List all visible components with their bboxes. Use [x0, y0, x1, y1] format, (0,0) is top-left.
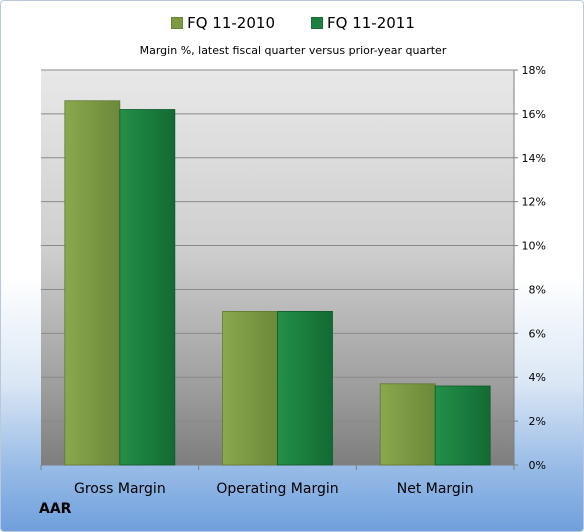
- y-tick-label-8: 8%: [529, 283, 546, 296]
- y-tick-label-0: 0%: [529, 459, 546, 472]
- y-tick-label-10: 10%: [522, 240, 546, 253]
- legend-item-2010: FQ 11-2010: [171, 14, 275, 32]
- bar-2-fq-11-2011: [434, 385, 491, 466]
- bar-0-fq-11-2010: [64, 100, 121, 466]
- y-tick-label-12: 12%: [522, 196, 546, 209]
- y-tick-label-14: 14%: [522, 152, 546, 165]
- chart-subtitle: Margin %, latest fiscal quarter versus p…: [139, 44, 447, 57]
- y-tick-label-6: 6%: [529, 327, 546, 340]
- y-tick-label-2: 2%: [529, 415, 546, 428]
- legend-item-2011: FQ 11-2011: [311, 14, 415, 32]
- x-tick-label-0: Gross Margin: [74, 481, 166, 497]
- legend: FQ 11-2010 FQ 11-2011: [1, 14, 583, 32]
- x-tick-label-2: Net Margin: [397, 481, 474, 497]
- bar-1-fq-11-2010: [222, 310, 278, 466]
- bar-0-fq-11-2011: [119, 109, 176, 466]
- legend-swatch-2011: [311, 17, 323, 29]
- legend-label-2010: FQ 11-2010: [187, 14, 275, 32]
- y-tick-label-16: 16%: [522, 108, 546, 121]
- legend-swatch-2010: [171, 17, 184, 29]
- bar-1-fq-11-2011: [277, 310, 333, 466]
- company-ticker: AAR: [39, 501, 72, 517]
- bar-2-fq-11-2010: [379, 383, 436, 466]
- legend-label-2011: FQ 11-2011: [327, 14, 415, 32]
- y-tick-label-4: 4%: [529, 371, 546, 384]
- y-tick-label-18: 18%: [522, 64, 546, 77]
- x-tick-label-1: Operating Margin: [216, 481, 338, 497]
